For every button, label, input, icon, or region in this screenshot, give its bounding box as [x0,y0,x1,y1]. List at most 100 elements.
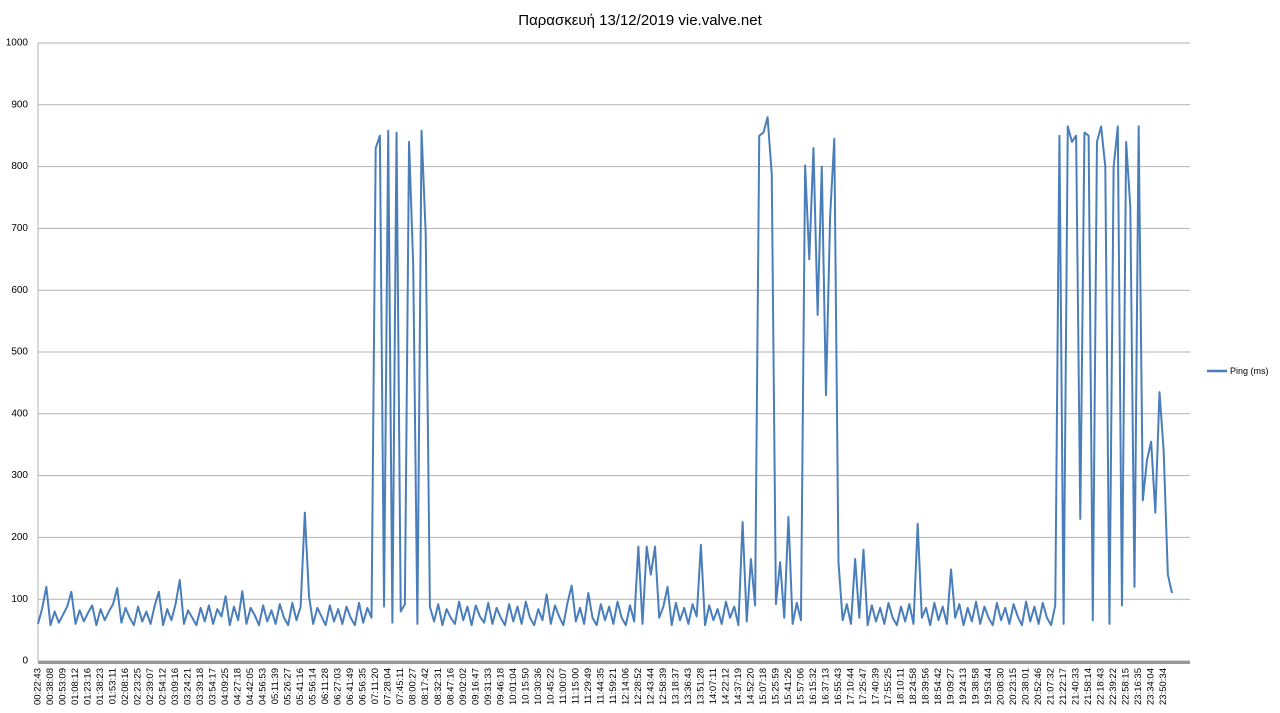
y-tick-label: 0 [22,656,28,667]
chart-title: Παρασκευή 13/12/2019 vie.valve.net [518,12,762,29]
x-tick-label: 07:28:04 [383,668,394,705]
x-tick-label: 21:22:17 [1058,668,1069,705]
y-tick-label: 400 [11,408,28,419]
x-tick-label: 09:16:47 [470,668,481,705]
x-tick-label: 23:50:34 [1158,668,1169,705]
x-tick-label: 17:55:25 [883,668,894,705]
x-tick-label: 11:29:49 [583,668,594,704]
x-tick-label: 09:02:02 [458,668,469,705]
x-tick-label: 04:42:05 [245,668,256,705]
x-tick-label: 06:11:28 [320,668,331,704]
x-tick-label: 00:38:08 [45,668,56,705]
y-tick-label: 1000 [6,38,29,49]
x-tick-label: 22:18:43 [1096,668,1107,705]
x-tick-label: 03:54:17 [208,668,219,705]
x-tick-label: 06:27:03 [333,668,344,705]
x-tick-label: 03:24:21 [183,668,194,705]
x-tick-label: 01:38:23 [95,668,106,705]
x-tick-label: 17:10:44 [845,668,856,705]
x-tick-label: 03:39:18 [195,668,206,705]
x-tick-label: 04:09:25 [220,668,231,705]
y-tick-label: 200 [11,532,28,543]
x-tick-label: 10:30:36 [533,668,544,705]
x-tick-label: 08:00:27 [408,668,419,705]
x-tick-label: 15:57:06 [795,668,806,705]
x-tick-label: 13:51:28 [695,668,706,705]
x-tick-label: 21:40:33 [1071,668,1082,705]
x-tick-label: 00:53:09 [58,668,69,705]
x-tick-label: 05:56:14 [308,668,319,705]
x-tick-label: 08:17:42 [420,668,431,705]
x-tick-label: 07:11:20 [370,668,381,704]
x-tick-label: 06:41:49 [345,668,356,705]
x-axis [38,661,1190,664]
x-tick-label: 17:25:47 [858,668,869,705]
x-tick-label: 11:15:00 [570,668,581,704]
x-tick-label: 12:14:06 [620,668,631,705]
x-tick-label: 02:39:07 [145,668,156,705]
x-tick-label: 06:56:35 [358,668,369,705]
x-tick-label: 08:32:31 [433,668,444,705]
x-tick-label: 14:37:19 [733,668,744,705]
x-tick-label: 04:56:53 [258,668,269,705]
y-tick-label: 600 [11,285,28,296]
x-tick-label: 02:54:12 [158,668,169,705]
x-tick-label: 22:58:15 [1121,668,1132,705]
x-tick-label: 19:24:13 [958,668,969,705]
y-tick-label: 100 [11,594,28,605]
x-tick-label: 18:54:42 [933,668,944,705]
x-tick-label: 05:11:39 [270,668,281,704]
x-tick-label: 01:23:16 [83,668,94,705]
y-tick-label: 900 [11,99,28,110]
x-tick-label: 14:22:12 [720,668,731,705]
y-tick-label: 500 [11,347,28,358]
x-tick-label: 08:47:16 [445,668,456,705]
x-tick-label: 20:23:15 [1008,668,1019,705]
x-tick-label: 03:09:16 [170,668,181,705]
x-tick-label: 15:07:18 [758,668,769,705]
x-tick-label: 21:58:14 [1083,668,1094,705]
x-tick-label: 16:37:13 [820,668,831,705]
x-tick-label: 09:31:33 [483,668,494,705]
x-tick-label: 22:39:22 [1108,668,1119,705]
x-tick-label: 20:52:46 [1033,668,1044,705]
x-tick-label: 11:59:21 [608,668,619,704]
x-tick-label: 07:45:11 [395,668,406,704]
y-tick-label: 300 [11,470,28,481]
x-tick-label: 10:15:50 [520,668,531,705]
x-tick-label: 00:22:43 [33,668,44,705]
x-tick-label: 19:09:27 [946,668,957,705]
x-tick-label: 16:55:43 [833,668,844,705]
x-tick-label: 12:43:44 [645,668,656,705]
x-tick-label: 23:34:04 [1146,668,1157,705]
x-tick-label: 17:40:39 [871,668,882,705]
x-tick-label: 16:15:32 [808,668,819,705]
y-tick-label: 700 [11,223,28,234]
x-tick-label: 18:24:58 [908,668,919,705]
x-tick-label: 04:27:18 [233,668,244,705]
x-tick-label: 19:38:58 [971,668,982,705]
x-tick-label: 20:38:01 [1021,668,1032,705]
x-tick-label: 11:00:07 [558,668,569,704]
x-tick-label: 10:01:04 [508,668,519,705]
x-tick-label: 09:46:18 [495,668,506,705]
legend-label: Ping (ms) [1230,366,1269,376]
x-tick-label: 02:23:25 [133,668,144,705]
x-tick-label: 01:08:12 [70,668,81,705]
x-tick-label: 14:52:20 [745,668,756,705]
x-tick-label: 13:36:43 [683,668,694,705]
series-line [37,116,1173,627]
x-tick-label: 02:08:16 [120,668,131,705]
x-tick-label: 15:41:26 [783,668,794,705]
x-tick-label: 21:07:32 [1046,668,1057,705]
x-tick-label: 11:44:35 [595,668,606,704]
x-tick-label: 19:53:44 [983,668,994,705]
x-tick-label: 23:16:35 [1133,668,1144,705]
x-tick-label: 12:28:52 [633,668,644,705]
x-tick-label: 10:45:22 [545,668,556,705]
x-tick-label: 05:26:27 [283,668,294,705]
x-tick-label: 18:39:56 [921,668,932,705]
x-tick-label: 20:08:30 [996,668,1007,705]
x-tick-label: 01:53:11 [108,668,119,704]
